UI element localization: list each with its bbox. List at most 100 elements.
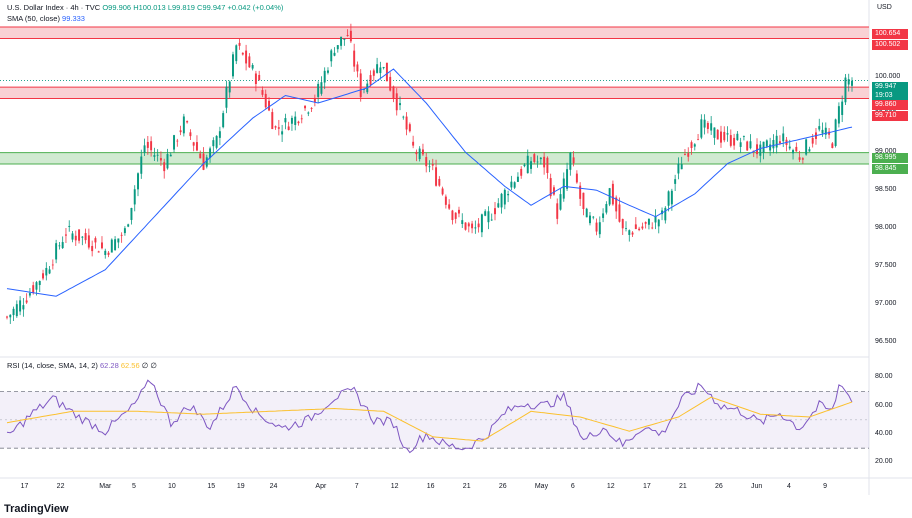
candle-body: [127, 224, 130, 227]
candle-body: [271, 112, 274, 130]
candle-body: [677, 163, 680, 174]
time-tick: 26: [714, 483, 723, 490]
candle-body: [490, 219, 493, 221]
candle-body: [333, 52, 336, 56]
candle-body: [428, 166, 431, 168]
candle-body: [317, 83, 320, 97]
candle-body: [123, 228, 126, 234]
candle-body: [261, 90, 264, 95]
candle-body: [87, 235, 90, 248]
time-tick: 6: [570, 483, 575, 490]
candle-body: [536, 161, 539, 163]
candle-body: [634, 224, 637, 230]
candle-body: [182, 116, 185, 134]
candle-body: [480, 214, 483, 233]
candle-body: [140, 156, 143, 174]
time-tick: 24: [269, 483, 278, 490]
candle-body: [389, 76, 392, 91]
candle-body: [778, 141, 781, 144]
candle-body: [697, 139, 700, 141]
candle-body: [146, 141, 149, 148]
candle-body: [166, 154, 169, 169]
candle-body: [837, 106, 840, 124]
time-tick: 21: [678, 483, 687, 490]
candle-body: [801, 158, 804, 160]
candle-body: [277, 127, 280, 129]
time-tick: Jun: [751, 483, 763, 490]
tradingview-logo[interactable]: TradingView: [4, 503, 69, 515]
candle-body: [84, 233, 87, 241]
candle-body: [169, 154, 172, 157]
candle-body: [304, 105, 307, 109]
candle-body: [320, 82, 323, 94]
time-tick: 22: [56, 483, 65, 490]
time-tick: Mar: [99, 483, 112, 490]
time-tick: 17: [20, 483, 29, 490]
candle-body: [706, 122, 709, 129]
candle-body: [625, 228, 627, 229]
candle-body: [746, 141, 749, 151]
candle-body: [805, 139, 808, 155]
candle-body: [107, 252, 110, 255]
candle-body: [431, 164, 434, 166]
candle-body: [356, 64, 359, 72]
sma50-line: [6, 68, 853, 297]
time-tick: 21: [462, 483, 471, 490]
candle-body: [330, 50, 333, 62]
candle-body: [402, 116, 405, 118]
candle-body: [153, 155, 156, 157]
candle-body: [310, 107, 313, 109]
candle-body: [457, 209, 460, 214]
candle-body: [336, 45, 339, 50]
candle-body: [48, 269, 51, 274]
candle-body: [307, 112, 310, 114]
candle-body: [376, 64, 379, 73]
candle-body: [556, 203, 559, 219]
candle-body: [788, 146, 791, 149]
time-tick: 9: [823, 483, 827, 490]
candle-body: [379, 67, 382, 74]
candle-body: [569, 152, 572, 170]
legend-symbol-row: U.S. Dollar Index · 4h · TVC O99.906 H10…: [7, 3, 283, 12]
candle-body: [546, 157, 549, 174]
ohlc-change: +0.042 (+0.04%): [227, 3, 284, 12]
candle-body: [733, 137, 736, 146]
candle-body: [572, 157, 575, 164]
candle-body: [32, 285, 35, 293]
candle-body: [114, 239, 117, 251]
candle-body: [287, 126, 290, 130]
candle-body: [215, 135, 218, 148]
candle-body: [150, 141, 153, 151]
ohlc-low: L99.819: [167, 3, 195, 12]
support-top-tag: 98.995: [872, 153, 908, 163]
candle-body: [808, 149, 811, 152]
candle-body: [513, 182, 516, 188]
candle-body: [349, 30, 352, 42]
candle-body: [101, 242, 103, 249]
candle-body: [667, 191, 670, 206]
candle-body: [372, 70, 375, 76]
candle-body: [700, 119, 703, 138]
candle-body: [484, 211, 487, 216]
candle-body: [615, 197, 618, 212]
candle-body: [628, 230, 631, 235]
candle-body: [844, 77, 847, 103]
candle-body: [729, 135, 732, 146]
candle-body: [713, 127, 716, 138]
candle-body: [225, 86, 228, 108]
candle-body: [782, 133, 785, 142]
candle-body: [58, 245, 61, 247]
candle-body: [683, 154, 686, 155]
candle-body: [264, 93, 267, 108]
candle-body: [503, 189, 506, 205]
candle-body: [232, 54, 234, 77]
candle-body: [454, 212, 457, 219]
axis-currency: USD: [877, 4, 892, 11]
candle-body: [464, 222, 467, 230]
rsi-band: [0, 391, 869, 449]
legend-rsi-row: RSI (14, close, SMA, 14, 2) 62.28 62.56 …: [7, 361, 157, 370]
candle-body: [526, 155, 529, 174]
candle-body: [772, 140, 775, 149]
candle-body: [290, 117, 293, 124]
